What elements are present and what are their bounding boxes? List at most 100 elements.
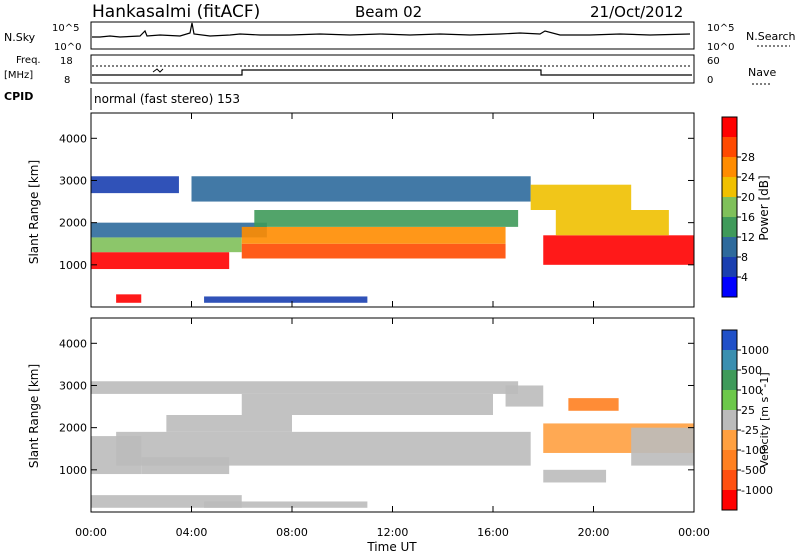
- x-axis-label: Time UT: [366, 540, 417, 554]
- velocity-y-axis-label: Slant Range [km]: [27, 364, 41, 468]
- power-colorbar-tick-label-5: 24: [741, 171, 755, 184]
- nsky-trace: [92, 22, 691, 38]
- velocity-ytick-label-0: 1000: [59, 464, 87, 477]
- power-region-0: [91, 252, 230, 270]
- velocity-panel: 1000 2000 3000 4000 00:00 04:00 08:00 12:00 16:…: [27, 317, 710, 554]
- power-colorbar-label: Power [dB]: [757, 175, 771, 240]
- velocity-ytick-label-1: 2000: [59, 422, 87, 435]
- velocity-colorbar-tick-label-5: -100: [741, 444, 766, 457]
- power-region-8: [543, 235, 694, 265]
- power-colorbar: 4 8 12 16 20 24 28: [721, 116, 755, 298]
- velocity-colorbar-segment-1: [722, 350, 737, 371]
- power-colorbar-segment-3: [722, 177, 737, 198]
- power-region-6: [191, 176, 531, 202]
- velocity-region-9: [505, 385, 544, 407]
- power-region-3: [241, 243, 506, 259]
- station-title: Hankasalmi (fitACF): [92, 2, 260, 22]
- velocity-colorbar-segment-3: [722, 390, 737, 411]
- power-ytick-label-1: 2000: [59, 217, 87, 230]
- velocity-colorbar-tick-label-1: 500: [741, 364, 762, 377]
- velocity-colorbar-segment-5: [722, 430, 737, 451]
- power-y-axis: 1000 2000 3000 4000: [59, 132, 694, 272]
- time-tick-label-3: 12:00: [377, 526, 409, 539]
- nsky-tick-high: 10^5: [52, 23, 79, 34]
- time-tick-label-0: 00:00: [75, 526, 107, 539]
- power-colorbar-segment-0: [722, 117, 737, 138]
- time-tick-label-4: 16:00: [477, 526, 509, 539]
- time-x-axis: 00:00 04:00 08:00 12:00 16:00 20:00 00:00: [75, 318, 710, 539]
- velocity-colorbar-segment-8: [722, 490, 737, 511]
- velocity-colorbar-segment-7: [722, 470, 737, 491]
- nave-tick-high: 60: [707, 56, 720, 67]
- power-colorbar-tick-label-3: 16: [741, 211, 755, 224]
- power-region-7: [91, 176, 179, 194]
- time-tick-label-5: 20:00: [578, 526, 610, 539]
- velocity-region-7: [631, 427, 694, 466]
- velocity-colorbar-label: Velocity [m s^-1]: [758, 372, 771, 467]
- power-region-12: [204, 296, 368, 303]
- power-panel: 1000 2000 3000 4000 Slant Range [km]: [27, 112, 695, 308]
- freq-label-1: Freq.: [16, 55, 41, 66]
- power-colorbar-segment-5: [722, 217, 737, 238]
- power-colorbar-tick-label-6: 28: [741, 151, 755, 164]
- nsky-label: N.Sky: [4, 31, 36, 44]
- velocity-y-axis: 1000 2000 3000 4000: [59, 337, 694, 477]
- power-region-10: [530, 184, 632, 210]
- velocity-colorbar: 1000 500 100 25 -25 -100 -500 -1000: [721, 329, 773, 511]
- velocity-region-1: [91, 436, 142, 475]
- velocity-region-4: [241, 393, 493, 415]
- nsearch-tick-high: 10^5: [707, 23, 734, 34]
- power-region-2: [91, 222, 267, 238]
- velocity-colorbar-frame: [721, 329, 738, 511]
- power-heatmap: [91, 176, 694, 303]
- velocity-colorbar-segment-4: [722, 410, 737, 431]
- cpid-value: normal (fast stereo) 153: [94, 92, 240, 106]
- cpid-label: CPID: [4, 90, 33, 103]
- power-x-ticks: [90, 113, 695, 307]
- power-ytick-label-0: 1000: [59, 259, 87, 272]
- power-colorbar-segment-6: [722, 237, 737, 258]
- freq-tick-high: 18: [60, 56, 73, 67]
- velocity-colorbar-tick-label-2: 100: [741, 384, 762, 397]
- velocity-colorbar-tick-label-3: 25: [741, 404, 755, 417]
- nsky-tick-low: 10^0: [54, 42, 81, 53]
- power-region-1: [91, 237, 242, 253]
- power-colorbar-tick-label-2: 12: [741, 231, 755, 244]
- noise-panel: N.Sky 10^5 10^0 N.Search 10^5 10^0: [4, 21, 796, 53]
- freq-trace: [92, 69, 692, 76]
- velocity-ytick-label-3: 4000: [59, 337, 87, 350]
- power-region-9: [555, 210, 669, 236]
- velocity-ytick-label-2: 3000: [59, 379, 87, 392]
- velocity-region-8: [543, 469, 607, 483]
- freq-tick-low: 8: [64, 75, 70, 86]
- nave-label: Nave: [748, 66, 776, 79]
- velocity-heatmap: [91, 381, 694, 508]
- power-ytick-label-2: 3000: [59, 174, 87, 187]
- power-colorbar-segment-1: [722, 137, 737, 158]
- nsearch-label: N.Search: [746, 30, 796, 43]
- freq-glitch: [152, 68, 164, 73]
- power-colorbar-segment-7: [722, 257, 737, 278]
- velocity-colorbar-tick-label-6: -500: [741, 464, 766, 477]
- time-tick-label-1: 04:00: [176, 526, 208, 539]
- power-colorbar-segment-2: [722, 157, 737, 178]
- velocity-region-10: [568, 398, 619, 411]
- velocity-colorbar-tick-label-0: 1000: [741, 344, 769, 357]
- power-ytick-label-3: 4000: [59, 132, 87, 145]
- velocity-colorbar-segment-6: [722, 450, 737, 471]
- velocity-region-2: [141, 457, 230, 475]
- power-colorbar-tick-label-0: 4: [741, 271, 748, 284]
- velocity-colorbar-segment-2: [722, 370, 737, 391]
- time-tick-label-6: 00:00: [678, 526, 710, 539]
- nave-tick-low: 0: [707, 75, 713, 86]
- power-region-4: [241, 226, 506, 244]
- freq-panel: Freq. [MHz] 18 8 Nave 60 0: [4, 54, 776, 86]
- power-colorbar-tick-label-4: 20: [741, 191, 755, 204]
- velocity-colorbar-segment-0: [722, 330, 737, 351]
- velocity-colorbar-tick-label-4: -25: [741, 424, 759, 437]
- velocity-region-12: [204, 501, 368, 508]
- beam-title: Beam 02: [355, 3, 422, 21]
- power-region-11: [116, 294, 142, 303]
- power-colorbar-frame: [721, 116, 738, 298]
